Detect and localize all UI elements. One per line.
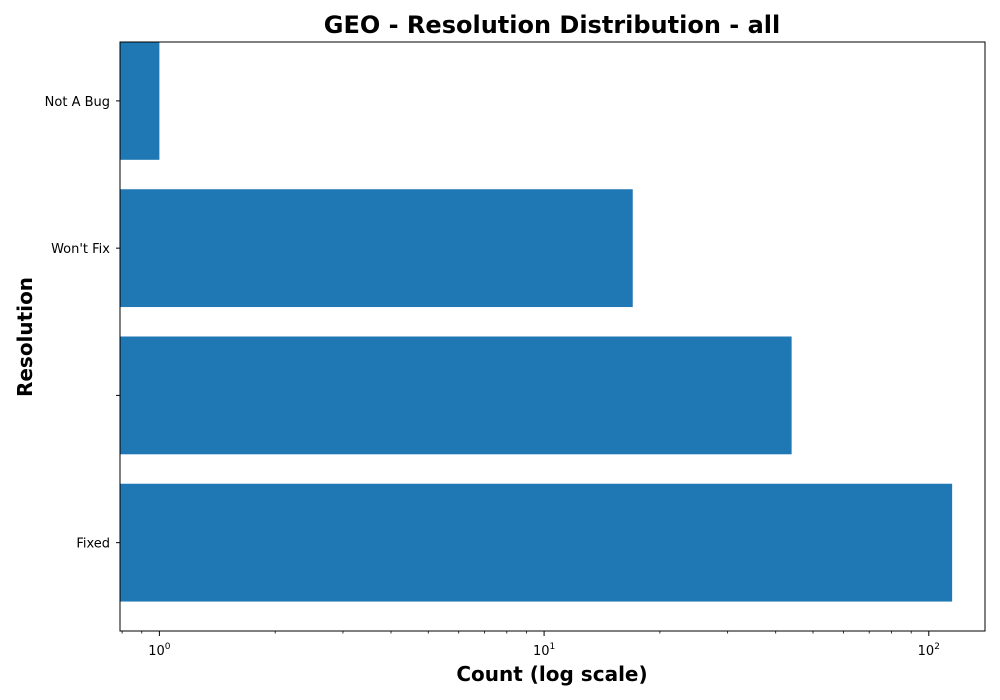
x-tick-label: 101: [533, 642, 555, 659]
y-axis-ticks: Fixed Won't Fix Not A Bug: [45, 95, 120, 552]
x-axis-label: Count (log scale): [456, 662, 647, 686]
y-tick-label: Won't Fix: [51, 242, 110, 257]
y-tick-label: Fixed: [76, 537, 110, 552]
y-axis-label: Resolution: [13, 277, 37, 397]
bars-group: [120, 42, 952, 602]
chart-title: GEO - Resolution Distribution - all: [324, 11, 780, 39]
x-axis-ticks: 100 101 102: [122, 631, 940, 659]
x-tick-label: 102: [918, 642, 940, 659]
y-tick-label: Not A Bug: [45, 95, 110, 110]
x-tick-label: 100: [148, 642, 171, 659]
bar: [120, 189, 633, 307]
bar: [120, 484, 952, 602]
bar: [120, 337, 792, 455]
bar: [120, 42, 159, 160]
